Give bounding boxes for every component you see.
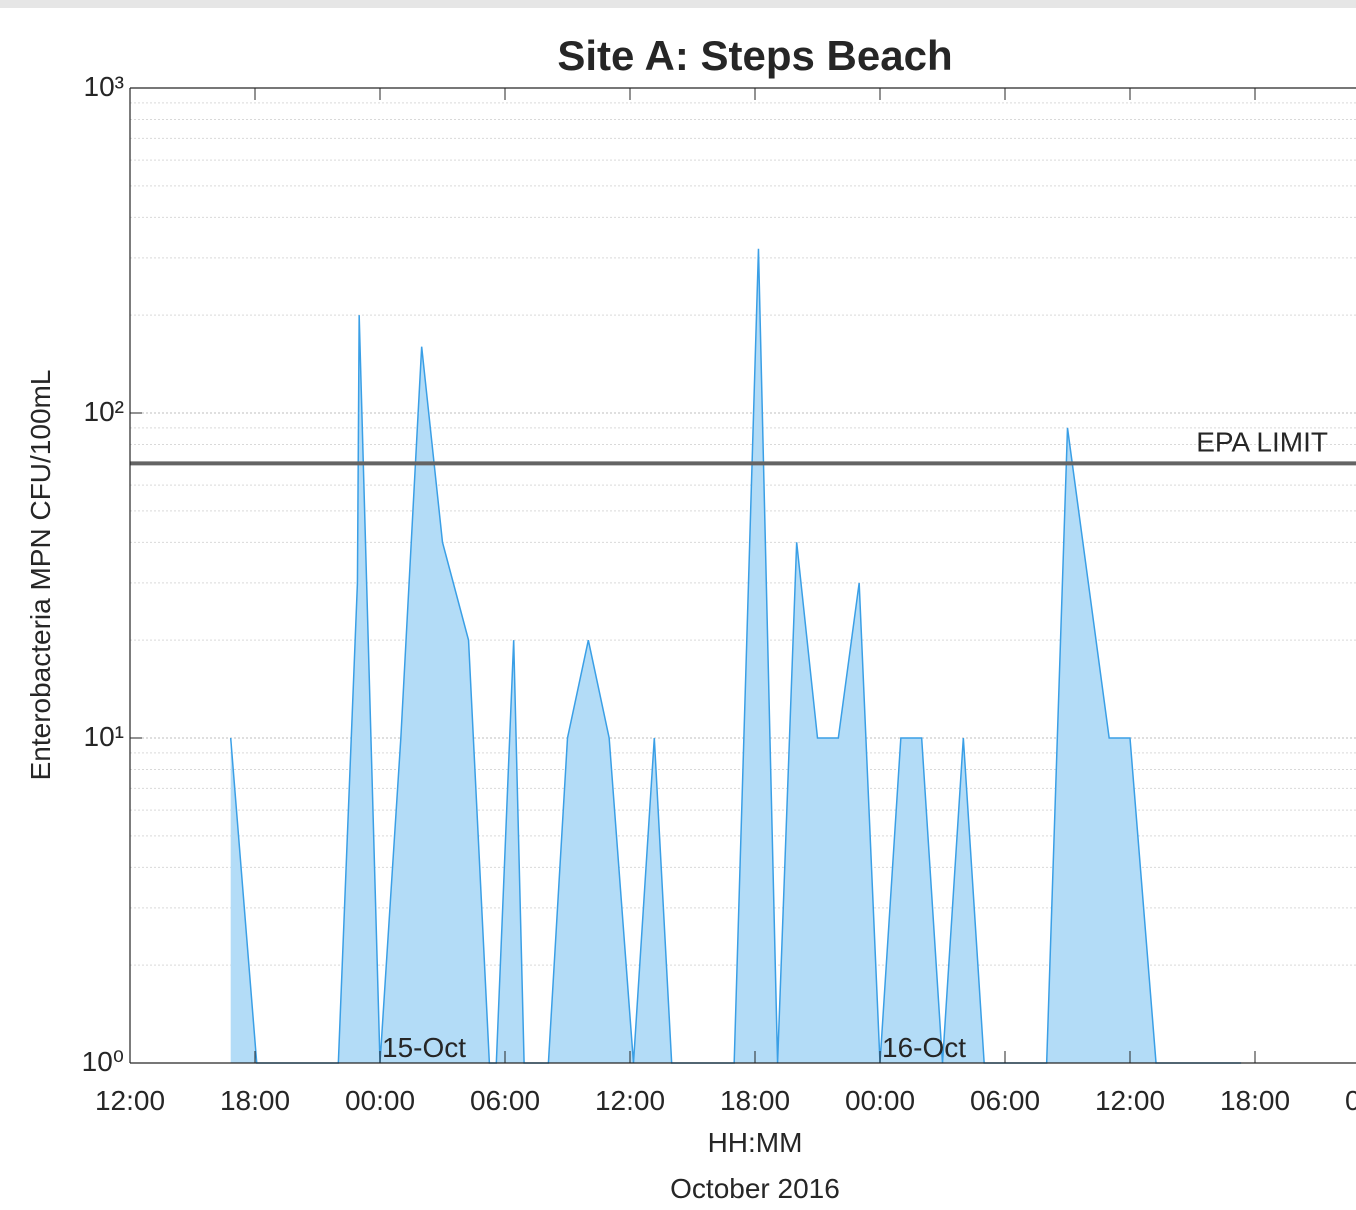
x-tick-label: 12:00: [95, 1085, 165, 1116]
y-tick-label: 10²: [84, 396, 124, 427]
chart-title: Site A: Steps Beach: [557, 32, 952, 79]
x-tick-label: 00:00: [845, 1085, 915, 1116]
day-label: 15-Oct: [382, 1032, 466, 1063]
y-axis-label: Enterobacteria MPN CFU/100mL: [25, 370, 56, 781]
x-tick-label: 18:00: [220, 1085, 290, 1116]
x-tick-label: 12:00: [1095, 1085, 1165, 1116]
area-line: [229, 248, 1242, 1064]
y-tick-label: 10³: [84, 71, 124, 102]
area-fill: [230, 248, 1242, 1063]
top-bar: [0, 0, 1356, 8]
limit-label: EPA LIMIT: [1196, 426, 1328, 457]
day-label: 16-Oct: [882, 1032, 966, 1063]
x-axis-label: HH:MM: [708, 1127, 803, 1158]
x-tick-label: 12:00: [595, 1085, 665, 1116]
x-tick-label: 06:00: [970, 1085, 1040, 1116]
y-tick-label: 10⁰: [82, 1046, 124, 1077]
x-tick-label: 06:00: [470, 1085, 540, 1116]
x-tick-label: 00:00: [1345, 1085, 1356, 1116]
x-tick-label: 00:00: [345, 1085, 415, 1116]
y-tick-label: 10¹: [84, 721, 124, 752]
x-tick-label: 18:00: [720, 1085, 790, 1116]
x-axis-sublabel: October 2016: [670, 1173, 840, 1204]
x-tick-label: 18:00: [1220, 1085, 1290, 1116]
